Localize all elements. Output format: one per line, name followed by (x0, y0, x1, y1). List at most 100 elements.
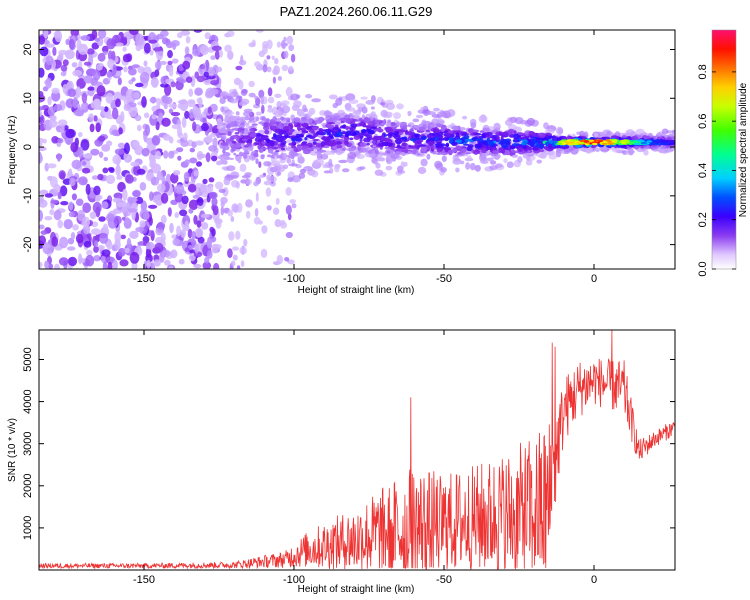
heatmap-cell (576, 141, 583, 144)
heatmap-cell (324, 137, 330, 143)
heatmap-cell (240, 121, 245, 125)
heatmap-cell (235, 65, 243, 71)
heatmap-cell (206, 75, 216, 80)
heatmap-cell (102, 261, 108, 269)
heatmap-cell (393, 112, 401, 120)
heatmap-cell (112, 197, 122, 203)
heatmap-cell (150, 76, 159, 88)
heatmap-cell (436, 129, 441, 133)
heatmap-cell (66, 246, 76, 251)
heatmap-cell (131, 77, 136, 82)
heatmap-cell (307, 111, 313, 118)
heatmap-cell (331, 117, 339, 120)
heatmap-cell (639, 139, 645, 143)
heatmap-cell (207, 66, 215, 77)
heatmap-cell (441, 155, 447, 162)
spectrogram-x-axis-label: Height of straight line (km) (298, 285, 415, 296)
heatmap-cell (135, 44, 142, 52)
heatmap-cell (156, 183, 166, 193)
heatmap-cell (113, 215, 122, 225)
heatmap-cell (222, 119, 229, 122)
heatmap-cell (165, 173, 172, 184)
heatmap-cell (525, 159, 533, 166)
heatmap-cell (328, 158, 333, 167)
heatmap-cell (433, 107, 440, 112)
heatmap-cell (83, 61, 92, 66)
heatmap-cell (385, 165, 393, 171)
heatmap-cell (294, 137, 303, 142)
heatmap-cell (155, 121, 160, 131)
heatmap-cell (239, 246, 247, 255)
heatmap-cell (312, 138, 320, 142)
heatmap-cell (239, 163, 247, 172)
heatmap-cell (193, 112, 203, 121)
heatmap-cell (91, 30, 98, 40)
heatmap-cell (39, 261, 43, 269)
heatmap-cell (130, 161, 140, 167)
heatmap-cell (615, 137, 620, 139)
heatmap-cell (308, 122, 313, 125)
heatmap-cell (526, 146, 533, 151)
heatmap-cell (220, 106, 225, 113)
heatmap-cell (65, 128, 75, 139)
heatmap-cell (184, 46, 190, 55)
heatmap-cell (249, 133, 257, 138)
heatmap-cell (488, 152, 493, 156)
heatmap-cell (490, 160, 497, 165)
heatmap-cell (181, 117, 187, 128)
heatmap-cell (418, 126, 426, 132)
heatmap-cell (92, 201, 102, 214)
heatmap-cell (114, 148, 125, 155)
heatmap-cell (289, 199, 297, 204)
heatmap-cell (172, 42, 177, 50)
heatmap-cell (275, 197, 280, 205)
heatmap-cell (194, 71, 200, 79)
heatmap-cell (144, 42, 151, 54)
heatmap-cell (414, 134, 419, 138)
heatmap-cell (143, 60, 148, 67)
heatmap-cell (93, 246, 99, 253)
heatmap-cell (39, 106, 45, 111)
heatmap-cell (473, 132, 482, 136)
heatmap-cell (288, 44, 295, 52)
heatmap-cell (135, 82, 144, 88)
heatmap-cell (62, 59, 69, 67)
heatmap-cell (214, 181, 224, 190)
heatmap-cell (49, 209, 55, 216)
heatmap-cell (365, 125, 372, 129)
heatmap-cell (85, 183, 91, 196)
heatmap-cell (231, 203, 239, 213)
heatmap-cell (71, 193, 77, 201)
heatmap-cell (44, 193, 54, 198)
heatmap-cell (142, 236, 150, 243)
heatmap-cell (139, 71, 150, 84)
heatmap-cell (256, 134, 264, 137)
heatmap-cell (129, 252, 140, 264)
heatmap-cell (369, 153, 376, 157)
heatmap-cell (194, 87, 203, 96)
heatmap-cell (537, 132, 544, 136)
heatmap-cell (135, 33, 144, 46)
heatmap-cell (299, 133, 305, 138)
heatmap-cell (461, 133, 470, 136)
heatmap-cell (274, 66, 278, 76)
heatmap-cell (232, 115, 241, 119)
heatmap-cell (76, 78, 86, 89)
heatmap-cell (185, 36, 191, 44)
heatmap-cell (398, 148, 402, 152)
heatmap-cell (62, 84, 68, 94)
heatmap-cell (239, 116, 248, 121)
heatmap-cell (326, 131, 331, 136)
heatmap-cell (226, 30, 235, 37)
heatmap-cell (180, 140, 189, 147)
heatmap-cell (365, 100, 375, 105)
heatmap-cell (479, 159, 488, 163)
heatmap-cell (45, 43, 55, 48)
heatmap-cell (293, 117, 301, 123)
heatmap-cell (238, 151, 243, 157)
heatmap-cell (630, 140, 639, 143)
heatmap-cell (365, 113, 373, 118)
heatmap-cell (39, 235, 46, 246)
heatmap-cell (359, 142, 367, 147)
heatmap-cell (597, 139, 604, 143)
